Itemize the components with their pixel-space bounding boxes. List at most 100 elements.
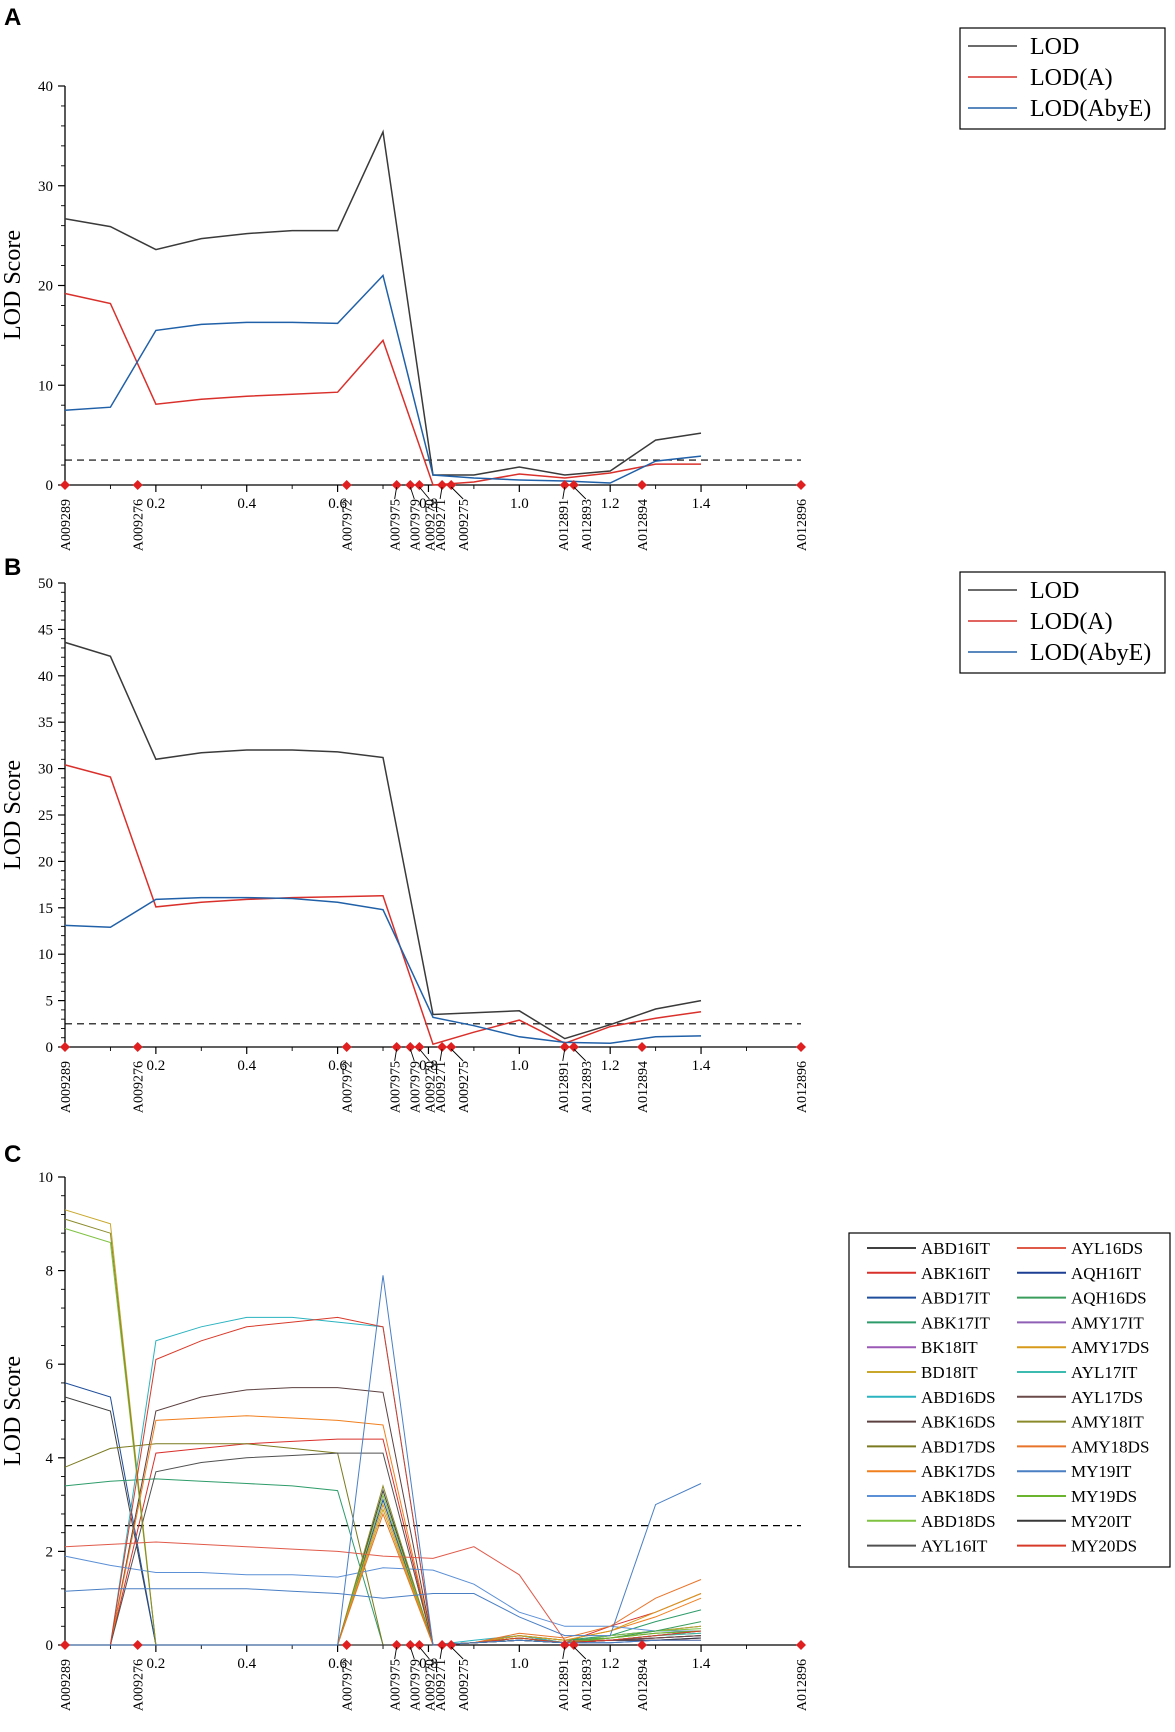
marker-label-a: A009275 xyxy=(457,499,472,551)
x-tick-label-c: 1.4 xyxy=(692,1656,711,1672)
panel-label-a: A xyxy=(4,4,21,31)
legend-label: ABD17IT xyxy=(921,1289,991,1308)
panel-b-chart: 0 5 10 15 20 25 30 35 40 45 50 0.2 0.4 0.6 0.8 1.0 1.2 1.… xyxy=(0,576,810,1113)
marker-diamond-c xyxy=(437,1640,448,1650)
legend-label: BD18IT xyxy=(921,1363,978,1382)
x-tick-label-a: 1.4 xyxy=(692,496,711,512)
marker-diamond-a xyxy=(446,480,457,490)
marker-label-a: A007975 xyxy=(389,499,404,551)
x-tick-label-b: 1.4 xyxy=(692,1058,711,1074)
legend-label: LOD xyxy=(1030,578,1079,604)
panel-label-c: C xyxy=(4,1141,21,1168)
series-line-c-amy18ds xyxy=(65,1512,702,1646)
legend-panel-c: ABD16IT AYL16DS ABK16IT AQH16IT ABD17IT AQH16… xyxy=(848,1232,1171,1568)
y-tick-label-b: 50 xyxy=(38,576,53,592)
legend-label: AYL16DS xyxy=(1071,1239,1143,1258)
legend-box xyxy=(848,1232,1171,1568)
y-tick-label-c: 6 xyxy=(46,1357,54,1373)
y-tick-label-a: 40 xyxy=(38,79,53,95)
marker-leader-c xyxy=(573,1646,587,1660)
y-tick-label-c: 8 xyxy=(46,1264,54,1280)
marker-leader-c xyxy=(394,1646,398,1660)
marker-leader-a xyxy=(573,486,587,500)
marker-diamond-c xyxy=(60,1640,70,1650)
marker-label-b: A012896 xyxy=(795,1061,810,1113)
y-tick-label-b: 10 xyxy=(38,947,53,963)
marker-label-c: A012893 xyxy=(580,1659,595,1711)
y-axis-label-b: LOD Score xyxy=(0,760,26,870)
marker-label-b: A007972 xyxy=(341,1061,356,1113)
marker-diamond-a xyxy=(559,480,570,490)
marker-label-a: A009289 xyxy=(59,499,74,551)
marker-label-b: A009275 xyxy=(457,1061,472,1113)
y-tick-label-b: 5 xyxy=(46,994,54,1010)
series-line-c-bd18it xyxy=(64,1209,702,1646)
legend-label: MY19DS xyxy=(1071,1487,1137,1506)
legend-label: ABD16IT xyxy=(921,1239,991,1258)
series-line-c-my19it-spike xyxy=(65,1275,701,1646)
series-line-c-abd16it xyxy=(64,1396,702,1646)
legend-panel-a: LOD LOD(A) LOD(AbyE) xyxy=(959,27,1166,130)
legend-label: LOD(AbyE) xyxy=(1030,96,1151,122)
series-line-c-my19it xyxy=(64,1483,702,1637)
y-tick-label-b: 0 xyxy=(46,1040,54,1056)
y-tick-label-b: 45 xyxy=(38,622,53,638)
x-tick-label-c: 0.4 xyxy=(237,1656,256,1672)
legend-label: LOD(A) xyxy=(1030,65,1113,91)
series-line-c-abd17ds xyxy=(64,1443,702,1646)
marker-leader-b xyxy=(450,1048,464,1062)
series-line-b-lod(abye) xyxy=(64,896,702,1045)
legend-label: ABD17DS xyxy=(921,1437,996,1456)
marker-leader-a xyxy=(419,486,430,500)
marker-diamond-c xyxy=(796,1640,806,1650)
marker-diamond-b xyxy=(391,1042,402,1052)
legend-label: MY20IT xyxy=(1071,1512,1132,1531)
legend-box xyxy=(959,571,1166,674)
x-tick-label-a: 1.2 xyxy=(601,496,620,512)
marker-label-a: A012894 xyxy=(636,499,651,551)
marker-leader-c xyxy=(419,1646,430,1660)
legend-label: MY19IT xyxy=(1071,1462,1132,1481)
marker-diamond-a xyxy=(437,480,448,490)
marker-diamond-b xyxy=(414,1042,425,1052)
y-tick-label-c: 2 xyxy=(46,1544,54,1560)
x-tick-label-c: 0.2 xyxy=(146,1656,165,1672)
marker-diamond-c xyxy=(391,1640,402,1650)
x-tick-label-a: 0.4 xyxy=(237,496,256,512)
marker-leader-b xyxy=(439,1048,443,1062)
legend-label: ABD18DS xyxy=(921,1512,996,1531)
marker-label-c: A007972 xyxy=(341,1659,356,1711)
marker-label-a: A009271 xyxy=(434,499,449,551)
x-tick-label-a: 0.8 xyxy=(419,496,438,512)
y-tick-label-a: 0 xyxy=(46,478,54,494)
panel-label-b: B xyxy=(4,554,21,581)
marker-leader-b xyxy=(573,1048,587,1062)
legend-label: ABK18DS xyxy=(921,1487,996,1506)
legend-panel-b: LOD LOD(A) LOD(AbyE) xyxy=(959,571,1166,674)
legend-label: LOD(AbyE) xyxy=(1030,640,1151,666)
marker-diamond-b xyxy=(446,1042,457,1052)
marker-leader-b xyxy=(394,1048,398,1062)
y-tick-label-c: 10 xyxy=(38,1170,53,1186)
legend-label: ABD16DS xyxy=(921,1388,996,1407)
marker-diamond-a xyxy=(132,480,143,490)
marker-leader-a xyxy=(439,486,443,500)
series-line-b-lod(a) xyxy=(64,764,702,1046)
x-tick-label-c: 0.6 xyxy=(328,1656,347,1672)
marker-leader-a xyxy=(562,486,566,500)
series-line-c-abd16ds xyxy=(65,1316,702,1646)
panel-c-chart: 0 2 4 6 8 10 0.2 0.4 0.6 0.8 1.0 1.2 1.4 LOD Score A00… xyxy=(0,1170,810,1711)
marker-leader-a xyxy=(450,486,464,500)
y-axis-label-a: LOD Score xyxy=(0,230,26,340)
marker-diamond-b xyxy=(405,1042,416,1052)
x-tick-label-b: 0.4 xyxy=(237,1058,256,1074)
marker-label-a: A012893 xyxy=(580,499,595,551)
marker-label-a: A012891 xyxy=(557,499,572,551)
marker-diamond-c xyxy=(636,1640,647,1650)
marker-leader-a xyxy=(409,486,415,500)
marker-label-c: A007975 xyxy=(389,1659,404,1711)
marker-label-b: A007975 xyxy=(389,1061,404,1113)
legend-label: ABK17DS xyxy=(921,1462,996,1481)
series-line-c-ayl16it xyxy=(65,1452,702,1646)
marker-diamond-c xyxy=(341,1640,352,1650)
